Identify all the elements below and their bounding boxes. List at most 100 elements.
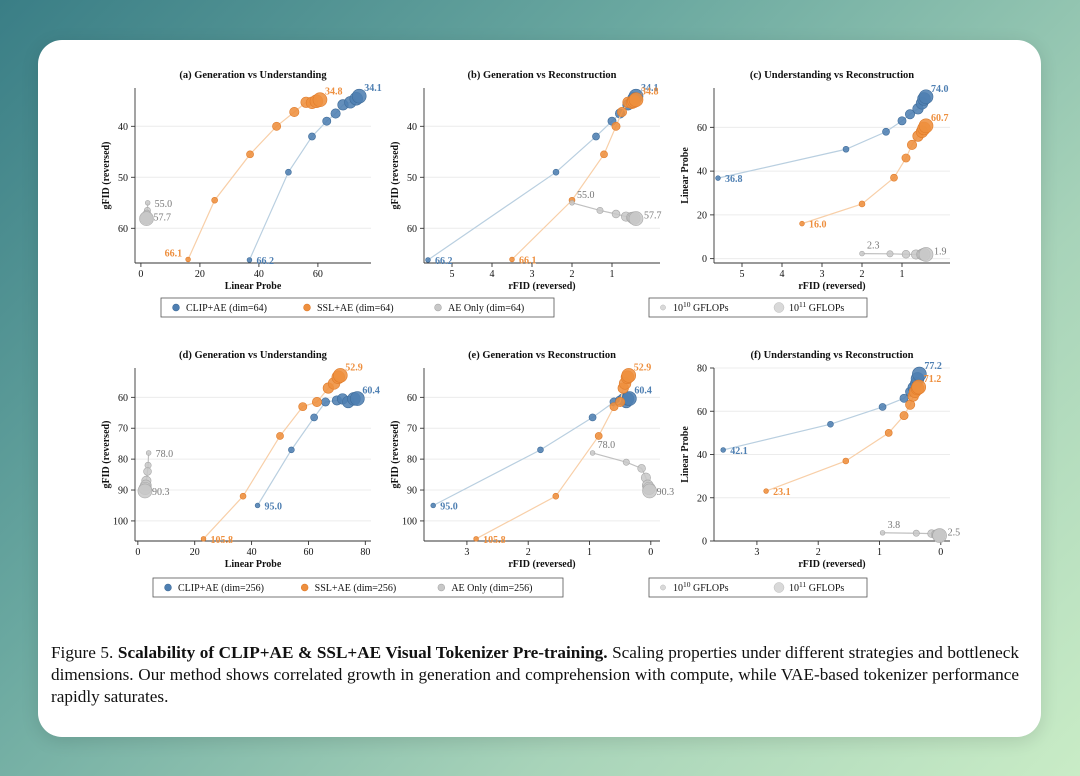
series-line-clip (723, 373, 920, 451)
size-legend-exponent: 11 (799, 300, 806, 309)
legend-marker-ae (434, 303, 442, 312)
data-point-ssl (906, 139, 917, 150)
data-label-clip: 74.0 (931, 84, 949, 95)
data-point-ae (912, 529, 920, 537)
data-point-ae (918, 247, 934, 262)
x-tick-label: 2 (526, 547, 531, 558)
data-point-ae (137, 483, 153, 499)
data-label-ae: 1.9 (934, 246, 947, 257)
data-point-clip (322, 116, 332, 126)
data-point-ssl (911, 379, 927, 395)
y-tick-label: 90 (407, 486, 417, 497)
chart-panel-e: (e) Generation vs Reconstruction 3 2 1 0 60 70… (390, 350, 674, 570)
series-line-clip (717, 96, 927, 179)
size-legend-base: 10 (789, 583, 799, 594)
y-tick-label: 40 (697, 450, 707, 461)
data-label-ae: 57.7 (154, 213, 172, 224)
data-label-ae: 55.0 (577, 190, 595, 201)
y-axis-label: Linear Probe (680, 426, 691, 483)
x-tick-label: 1 (587, 547, 592, 558)
legend-row1: CLIP+AE (dim=64) SSL+AE (dim=64) AE Only (… (160, 297, 555, 318)
legend-label-ssl: SSL+AE (dim=64) (317, 303, 394, 314)
x-tick-label: 20 (190, 547, 200, 558)
x-axis-label: rFID (reversed) (508, 559, 575, 570)
x-tick-label: 80 (360, 547, 370, 558)
data-point-ssl (615, 396, 626, 407)
legend-label-ssl: SSL+AE (dim=256) (315, 583, 397, 594)
data-point-clip (827, 420, 834, 428)
y-tick-label: 50 (407, 173, 417, 184)
data-point-clip (588, 413, 597, 422)
data-point-ae (901, 250, 911, 259)
data-point-ssl (289, 106, 300, 117)
data-label-ae: 3.8 (888, 520, 901, 531)
x-tick-label: 0 (648, 547, 653, 558)
data-point-ssl (246, 150, 254, 159)
size-legend-box (648, 297, 868, 318)
y-tick-label: 80 (697, 364, 707, 375)
size-legend-label: 1010 GFLOPs (673, 580, 729, 594)
x-tick-label: 3 (820, 269, 825, 280)
data-point-clip (882, 127, 890, 136)
legend-box (152, 577, 564, 598)
data-point-clip (715, 175, 721, 181)
data-label-ssl: 66.1 (519, 255, 537, 266)
y-tick-label: 0 (702, 254, 707, 265)
size-legend-label: 1011 GFLOPs (789, 300, 844, 314)
size-legend-marker (660, 304, 666, 311)
data-point-ssl (842, 457, 850, 465)
data-label-clip: 34.1 (641, 83, 659, 94)
y-tick-label: 60 (697, 407, 707, 418)
size-legend-exponent: 10 (683, 580, 691, 589)
data-label-clip: 36.8 (725, 174, 743, 185)
data-point-ssl (272, 121, 282, 131)
y-axis-label: Linear Probe (680, 147, 691, 204)
x-tick-label: 1 (900, 269, 905, 280)
x-tick-label: 3 (530, 269, 535, 280)
x-tick-label: 1 (877, 547, 882, 558)
data-point-clip (552, 168, 560, 176)
data-label-clip: 42.1 (730, 446, 748, 457)
chart-panel-d: (d) Generation vs Understanding 0 20 40 60 80… (101, 350, 380, 570)
y-tick-label: 0 (702, 537, 707, 548)
chart-title: (c) Understanding vs Reconstruction (750, 70, 914, 81)
x-tick-label: 0 (938, 547, 943, 558)
y-tick-label: 50 (118, 173, 128, 184)
data-label-ssl: 34.8 (641, 87, 659, 98)
x-tick-label: 0 (138, 269, 143, 280)
data-label-clip: 66.2 (435, 256, 453, 267)
data-label-ssl: 52.9 (345, 362, 363, 373)
data-point-ssl (763, 488, 769, 494)
data-label-ae: 55.0 (155, 199, 173, 210)
data-point-ssl (890, 173, 898, 182)
data-point-clip (878, 403, 887, 411)
x-tick-label: 3 (464, 547, 469, 558)
data-label-clip: 60.4 (362, 386, 380, 397)
y-tick-label: 40 (407, 122, 417, 133)
y-axis-label: gFID (reversed) (390, 142, 401, 210)
series-line-clip (248, 95, 360, 261)
size-legend-label: 1011 GFLOPs (789, 580, 844, 594)
data-point-clip (254, 502, 261, 509)
x-axis-label: rFID (reversed) (798, 559, 865, 570)
data-label-ae: 2.3 (867, 241, 880, 252)
chart-title: (b) Generation vs Reconstruction (467, 70, 616, 81)
data-point-ae (144, 200, 151, 206)
x-tick-label: 0 (135, 547, 140, 558)
data-point-ae (622, 458, 630, 466)
legend-marker-ae (437, 583, 446, 592)
x-tick-label: 60 (313, 269, 323, 280)
size-legend-marker (773, 302, 785, 313)
data-label-ae: 90.3 (152, 487, 170, 498)
legend-marker-clip (172, 303, 180, 312)
data-point-ssl (311, 396, 322, 407)
data-point-clip (310, 413, 318, 422)
data-point-ae (859, 250, 865, 257)
data-label-ae: 2.5 (948, 528, 961, 539)
size-legend-box (648, 577, 868, 598)
data-label-ae: 78.0 (598, 440, 616, 451)
data-point-ae (642, 483, 657, 499)
data-point-ae (139, 211, 154, 226)
data-point-ssl (858, 200, 866, 208)
data-point-clip (430, 502, 436, 509)
